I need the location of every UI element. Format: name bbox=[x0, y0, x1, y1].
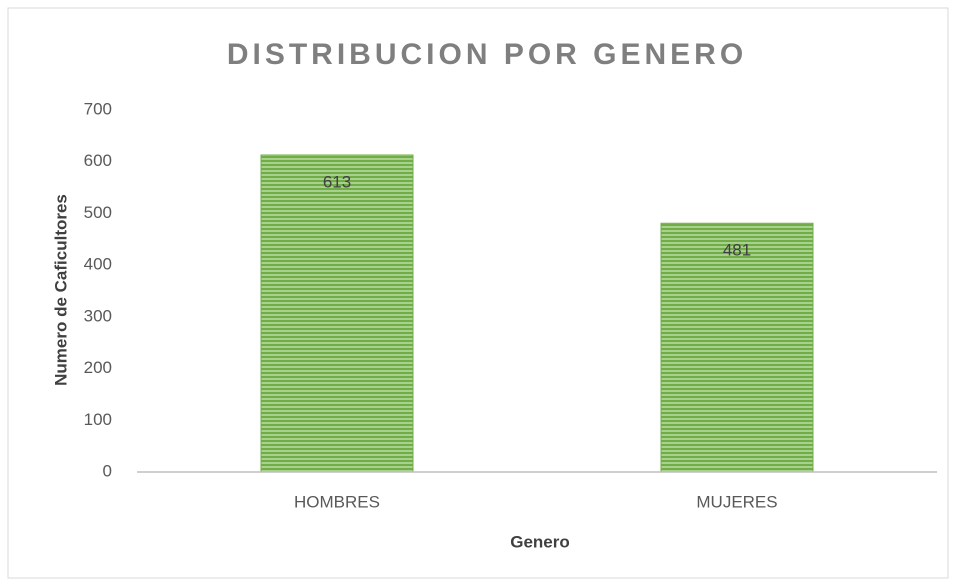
y-tick-label: 400 bbox=[84, 255, 112, 274]
chart-title: DISTRIBUCION POR GENERO bbox=[227, 38, 747, 71]
y-tick-label: 200 bbox=[84, 358, 112, 377]
y-tick-label: 700 bbox=[84, 99, 112, 118]
y-axis-label: Numero de Caficultores bbox=[51, 194, 70, 386]
y-tick-label: 0 bbox=[103, 461, 112, 480]
y-tick-label: 500 bbox=[84, 203, 112, 222]
bar bbox=[260, 154, 414, 473]
x-tick-label: MUJERES bbox=[696, 492, 777, 511]
x-tick-label: HOMBRES bbox=[294, 492, 380, 511]
x-axis-label: Genero bbox=[510, 532, 570, 551]
data-label: 481 bbox=[723, 241, 751, 260]
y-tick-label: 100 bbox=[84, 410, 112, 429]
bar bbox=[660, 222, 814, 473]
data-label: 613 bbox=[323, 172, 351, 191]
y-tick-label: 300 bbox=[84, 306, 112, 325]
y-tick-label: 600 bbox=[84, 151, 112, 170]
